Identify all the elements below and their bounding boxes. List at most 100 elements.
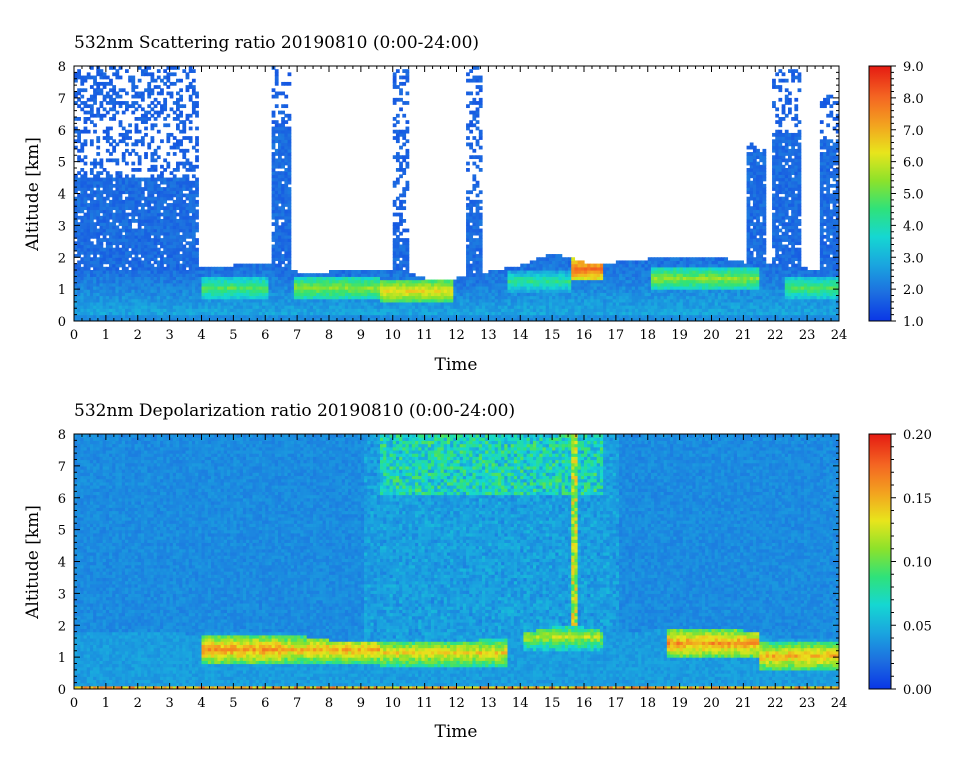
heatmap-cell xyxy=(96,152,101,156)
heatmap-cell xyxy=(77,234,81,239)
heatmap-cell xyxy=(354,311,359,316)
heatmap-cell xyxy=(548,305,553,309)
heatmap-cell xyxy=(622,266,627,271)
heatmap-cell xyxy=(242,305,247,309)
heatmap-cell xyxy=(408,317,413,321)
heatmap-cell xyxy=(539,279,544,284)
heatmap-cell xyxy=(188,94,193,99)
heatmap-cell xyxy=(163,317,168,321)
heatmap-cell xyxy=(475,257,480,262)
heatmap-cell xyxy=(239,282,244,287)
heatmap-cell xyxy=(513,305,518,309)
heatmap-cell xyxy=(80,244,85,249)
heatmap-cell xyxy=(529,311,534,316)
heatmap-cell xyxy=(485,289,489,293)
heatmap-cell xyxy=(405,72,410,77)
heatmap-cell xyxy=(182,69,187,73)
heatmap-cell xyxy=(545,260,550,265)
heatmap-cell xyxy=(619,317,623,321)
heatmap-cell xyxy=(612,305,617,309)
heatmap-cell xyxy=(568,314,572,319)
heatmap-cell xyxy=(395,298,400,303)
heatmap-cell xyxy=(584,295,588,300)
heatmap-cell xyxy=(207,305,212,309)
heatmap-cell xyxy=(93,298,97,303)
heatmap-cell xyxy=(140,222,145,226)
heatmap-cell xyxy=(533,289,537,293)
heatmap-cell xyxy=(284,171,289,175)
heatmap-cell xyxy=(580,260,585,265)
heatmap-cell xyxy=(220,311,225,316)
heatmap-cell xyxy=(552,266,556,271)
heatmap-cell xyxy=(163,292,168,297)
heatmap-cell xyxy=(112,282,117,287)
heatmap-cell xyxy=(354,292,359,297)
heatmap-cell xyxy=(293,292,298,297)
heatmap-cell xyxy=(313,292,317,297)
heatmap-cell xyxy=(513,273,518,277)
heatmap-cell xyxy=(526,266,531,271)
heatmap-cell xyxy=(513,311,518,316)
heatmap-cell xyxy=(112,234,117,239)
heatmap-cell xyxy=(357,289,362,293)
heatmap-cell xyxy=(281,279,285,284)
heatmap-cell xyxy=(207,298,212,303)
heatmap-cell xyxy=(74,199,78,204)
heatmap-cell xyxy=(109,88,113,93)
heatmap-cell xyxy=(373,305,378,309)
heatmap-cell xyxy=(169,298,174,303)
heatmap-cell xyxy=(545,292,550,297)
heatmap-cell xyxy=(338,282,343,287)
heatmap-cell xyxy=(121,254,126,258)
heatmap-cell xyxy=(367,273,372,277)
heatmap-cell xyxy=(115,244,120,249)
heatmap-cell xyxy=(278,289,282,293)
heatmap-cell xyxy=(156,301,161,306)
heatmap-cell xyxy=(185,254,190,258)
heatmap-cell xyxy=(242,285,247,290)
heatmap-cell xyxy=(227,282,231,287)
heatmap-cell xyxy=(156,295,161,300)
heatmap-cell xyxy=(596,314,601,319)
heatmap-cell xyxy=(137,244,142,249)
heatmap-cell xyxy=(102,215,107,220)
heatmap-cell xyxy=(469,305,474,309)
heatmap-cell xyxy=(255,276,260,281)
heatmap-cell xyxy=(290,305,295,309)
heatmap-cell xyxy=(392,285,397,290)
heatmap-cell xyxy=(584,270,588,274)
heatmap-cell xyxy=(252,282,257,287)
heatmap-cell xyxy=(306,279,311,284)
heatmap-cell xyxy=(93,158,97,163)
heatmap-cell xyxy=(99,81,104,86)
heatmap-cell xyxy=(319,308,324,313)
heatmap-cell xyxy=(287,199,292,204)
heatmap-cell xyxy=(450,289,454,293)
heatmap-cell xyxy=(185,212,190,217)
heatmap-cell xyxy=(144,285,148,290)
heatmap-cell xyxy=(121,126,126,131)
heatmap-cell xyxy=(102,298,107,303)
heatmap-cell xyxy=(552,285,556,290)
heatmap-cell xyxy=(274,164,279,169)
heatmap-cell xyxy=(77,132,81,137)
heatmap-cell xyxy=(319,282,324,287)
heatmap-cell xyxy=(536,308,540,313)
heatmap-cell xyxy=(548,279,553,284)
heatmap-cell xyxy=(265,292,270,297)
heatmap-cell xyxy=(172,209,177,214)
heatmap-cell xyxy=(150,301,155,306)
heatmap-cell xyxy=(150,190,155,195)
heatmap-cell xyxy=(125,238,129,242)
heatmap-cell xyxy=(437,292,442,297)
heatmap-cell xyxy=(172,206,177,211)
heatmap-cell xyxy=(513,289,518,293)
heatmap-cell xyxy=(223,298,228,303)
heatmap-cell xyxy=(548,257,553,262)
heatmap-cell xyxy=(128,206,132,211)
heatmap-cell xyxy=(112,289,117,293)
heatmap-cell xyxy=(421,308,426,313)
heatmap-cell xyxy=(121,132,126,137)
heatmap-cell xyxy=(223,301,228,306)
heatmap-cell xyxy=(77,117,81,121)
